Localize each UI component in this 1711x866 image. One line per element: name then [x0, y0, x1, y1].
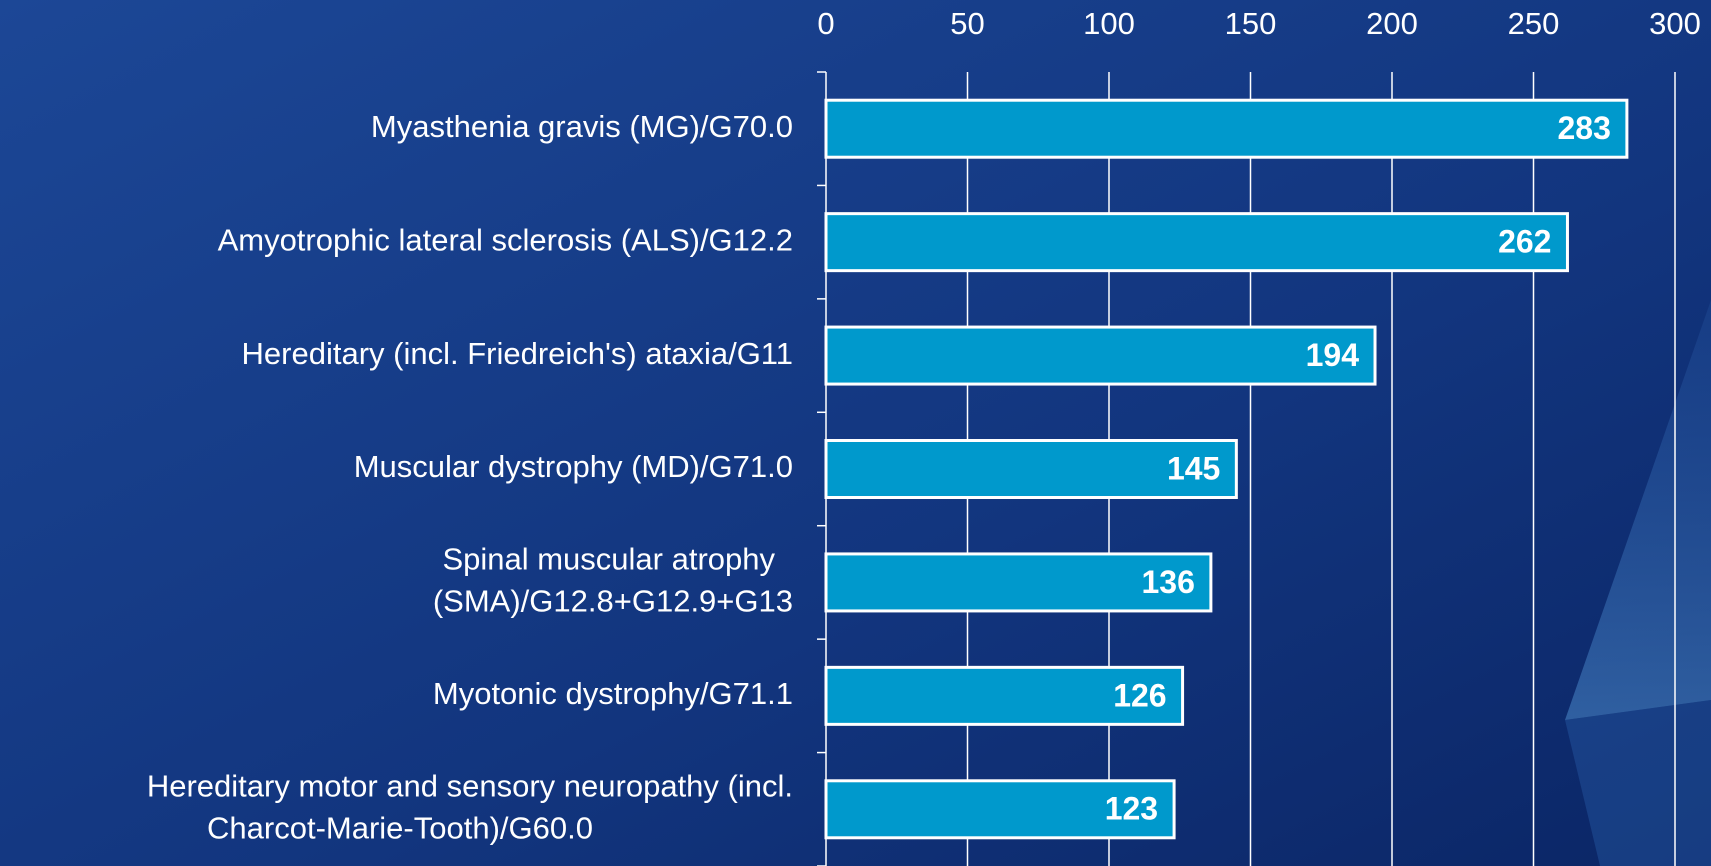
y-tick-label: Amyotrophic lateral sclerosis (ALS)/G12.…: [218, 222, 793, 257]
value-label: 123: [1105, 791, 1158, 827]
bar: [824, 439, 1238, 499]
bar: [824, 325, 1377, 386]
x-tick-label: 150: [1225, 6, 1277, 41]
value-label: 194: [1306, 337, 1360, 373]
x-tick-label: 0: [817, 6, 834, 41]
value-label: 262: [1498, 224, 1551, 260]
bar: [824, 779, 1176, 840]
y-tick-label: (SMA)/G12.8+G12.9+G13: [433, 584, 793, 619]
y-tick-label: Muscular dystrophy (MD)/G71.0: [354, 449, 793, 484]
y-tick-label: Spinal muscular atrophy: [442, 542, 775, 577]
bar: [824, 98, 1629, 159]
x-tick-label: 300: [1649, 6, 1701, 41]
value-label: 126: [1113, 677, 1166, 713]
bar: [824, 665, 1185, 726]
x-tick-label: 100: [1083, 6, 1135, 41]
x-tick-label: 50: [950, 6, 984, 41]
y-tick-label: Hereditary motor and sensory neuropathy …: [147, 768, 793, 803]
x-tick-label: 200: [1366, 6, 1418, 41]
value-label: 145: [1167, 450, 1220, 486]
x-tick-label: 250: [1508, 6, 1560, 41]
bar: [824, 552, 1213, 613]
y-tick-label: Hereditary (incl. Friedreich's) ataxia/G…: [242, 336, 793, 371]
bar: [824, 212, 1569, 273]
value-label: 283: [1557, 110, 1610, 146]
y-tick-label: Charcot-Marie-Tooth)/G60.0: [207, 810, 593, 845]
value-label: 136: [1141, 564, 1194, 600]
y-tick-label: Myasthenia gravis (MG)/G70.0: [371, 109, 793, 144]
y-tick-label: Myotonic dystrophy/G71.1: [433, 676, 793, 711]
